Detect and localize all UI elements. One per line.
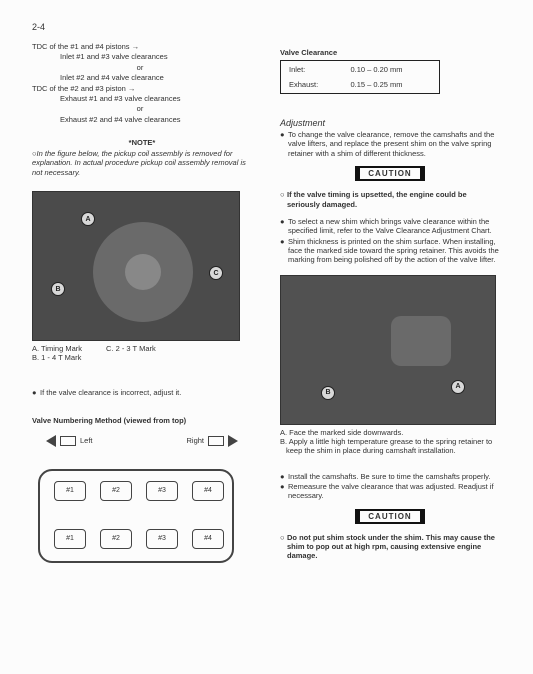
bullet-adjust: If the valve clearance is incorrect, adj…: [40, 388, 252, 397]
tdc2-b: Exhaust #2 and #4 valve clearances: [32, 115, 252, 124]
caption-c: C. 2 - 3 T Mark: [106, 344, 156, 362]
bullet-icon: ●: [280, 472, 288, 481]
vc-inlet-label: Inlet:: [283, 63, 342, 76]
bullet-icon: ●: [280, 130, 288, 158]
bullet-icon: ●: [280, 482, 288, 501]
timing-mark-photo: A B C: [32, 191, 240, 341]
shim-photo: B A: [280, 275, 496, 425]
marker-c: C: [209, 266, 223, 280]
bullet-icon: ●: [280, 217, 288, 236]
bullet-icon: ●: [280, 237, 288, 265]
adj-b1: To change the valve clearance, remove th…: [288, 130, 500, 158]
caption-a: A. Timing Mark: [32, 344, 82, 353]
arrow-right-box: [208, 436, 224, 446]
b-shim: Shim thickness is printed on the shim su…: [288, 237, 500, 265]
cyl-1b: #1: [54, 529, 86, 549]
cyl-2b: #2: [100, 529, 132, 549]
vc-inlet-value: 0.10 – 0.20 mm: [344, 63, 437, 76]
cap2-a: A. Face the marked side downwards.: [280, 428, 500, 437]
arrow-left-box: [60, 436, 76, 446]
circle-icon: ○: [280, 533, 287, 561]
caption-b: B. 1 - 4 T Mark: [32, 353, 82, 362]
or-1: or: [60, 63, 220, 72]
left-right-row: Left Right: [32, 435, 252, 447]
arrow-right-icon: [228, 435, 238, 447]
cyl-2t: #2: [100, 481, 132, 501]
tdc2-a: Exhaust #1 and #3 valve clearances: [32, 94, 252, 103]
warn-2: Do not put shim stock under the shim. Th…: [287, 533, 500, 561]
vc-exhaust-label: Exhaust:: [283, 78, 342, 91]
note-body: ○In the figure below, the pickup coil as…: [32, 149, 252, 177]
marker-b: B: [51, 282, 65, 296]
valve-clearance-table: Inlet: 0.10 – 0.20 mm Exhaust: 0.15 – 0.…: [280, 60, 440, 94]
bullet-icon: ●: [32, 388, 40, 397]
b-remeasure: Remeasure the valve clearance that was a…: [288, 482, 500, 501]
warn-1: If the valve timing is upsetted, the eng…: [287, 190, 500, 209]
cyl-1t: #1: [54, 481, 86, 501]
marker2-a: A: [451, 380, 465, 394]
cap2-b: B. Apply a little high temperature greas…: [280, 437, 500, 456]
numbering-title: Valve Numbering Method (viewed from top): [32, 416, 252, 425]
vc-exhaust-value: 0.15 – 0.25 mm: [344, 78, 437, 91]
cyl-4b: #4: [192, 529, 224, 549]
tdc1-a: Inlet #1 and #3 valve clearances: [32, 52, 252, 61]
right-label: Right: [186, 436, 204, 445]
or-2: or: [60, 104, 220, 113]
left-label: Left: [80, 436, 93, 445]
tdc1-b: Inlet #2 and #4 valve clearance: [32, 73, 252, 82]
cyl-4t: #4: [192, 481, 224, 501]
cyl-3b: #3: [146, 529, 178, 549]
tdc1-heading: TDC of the #1 and #4 pistons →: [32, 42, 252, 51]
marker2-b: B: [321, 386, 335, 400]
adjustment-title: Adjustment: [280, 118, 500, 128]
note-title: *NOTE*: [32, 138, 252, 147]
caution-box-2: CAUTION: [355, 509, 424, 524]
b-install: Install the camshafts. Be sure to time t…: [288, 472, 500, 481]
caution-box-1: CAUTION: [355, 166, 424, 181]
cyl-3t: #3: [146, 481, 178, 501]
tdc2-heading: TDC of the #2 and #3 piston →: [32, 84, 252, 93]
arrow-left-icon: [46, 435, 56, 447]
page-number: 2-4: [32, 22, 252, 32]
circle-icon: ○: [280, 190, 287, 209]
valve-clearance-title: Valve Clearance: [280, 48, 500, 57]
b-select: To select a new shim which brings valve …: [288, 217, 500, 236]
engine-diagram: #1 #2 #3 #4 #1 #2 #3 #4: [32, 461, 240, 571]
marker-a: A: [81, 212, 95, 226]
